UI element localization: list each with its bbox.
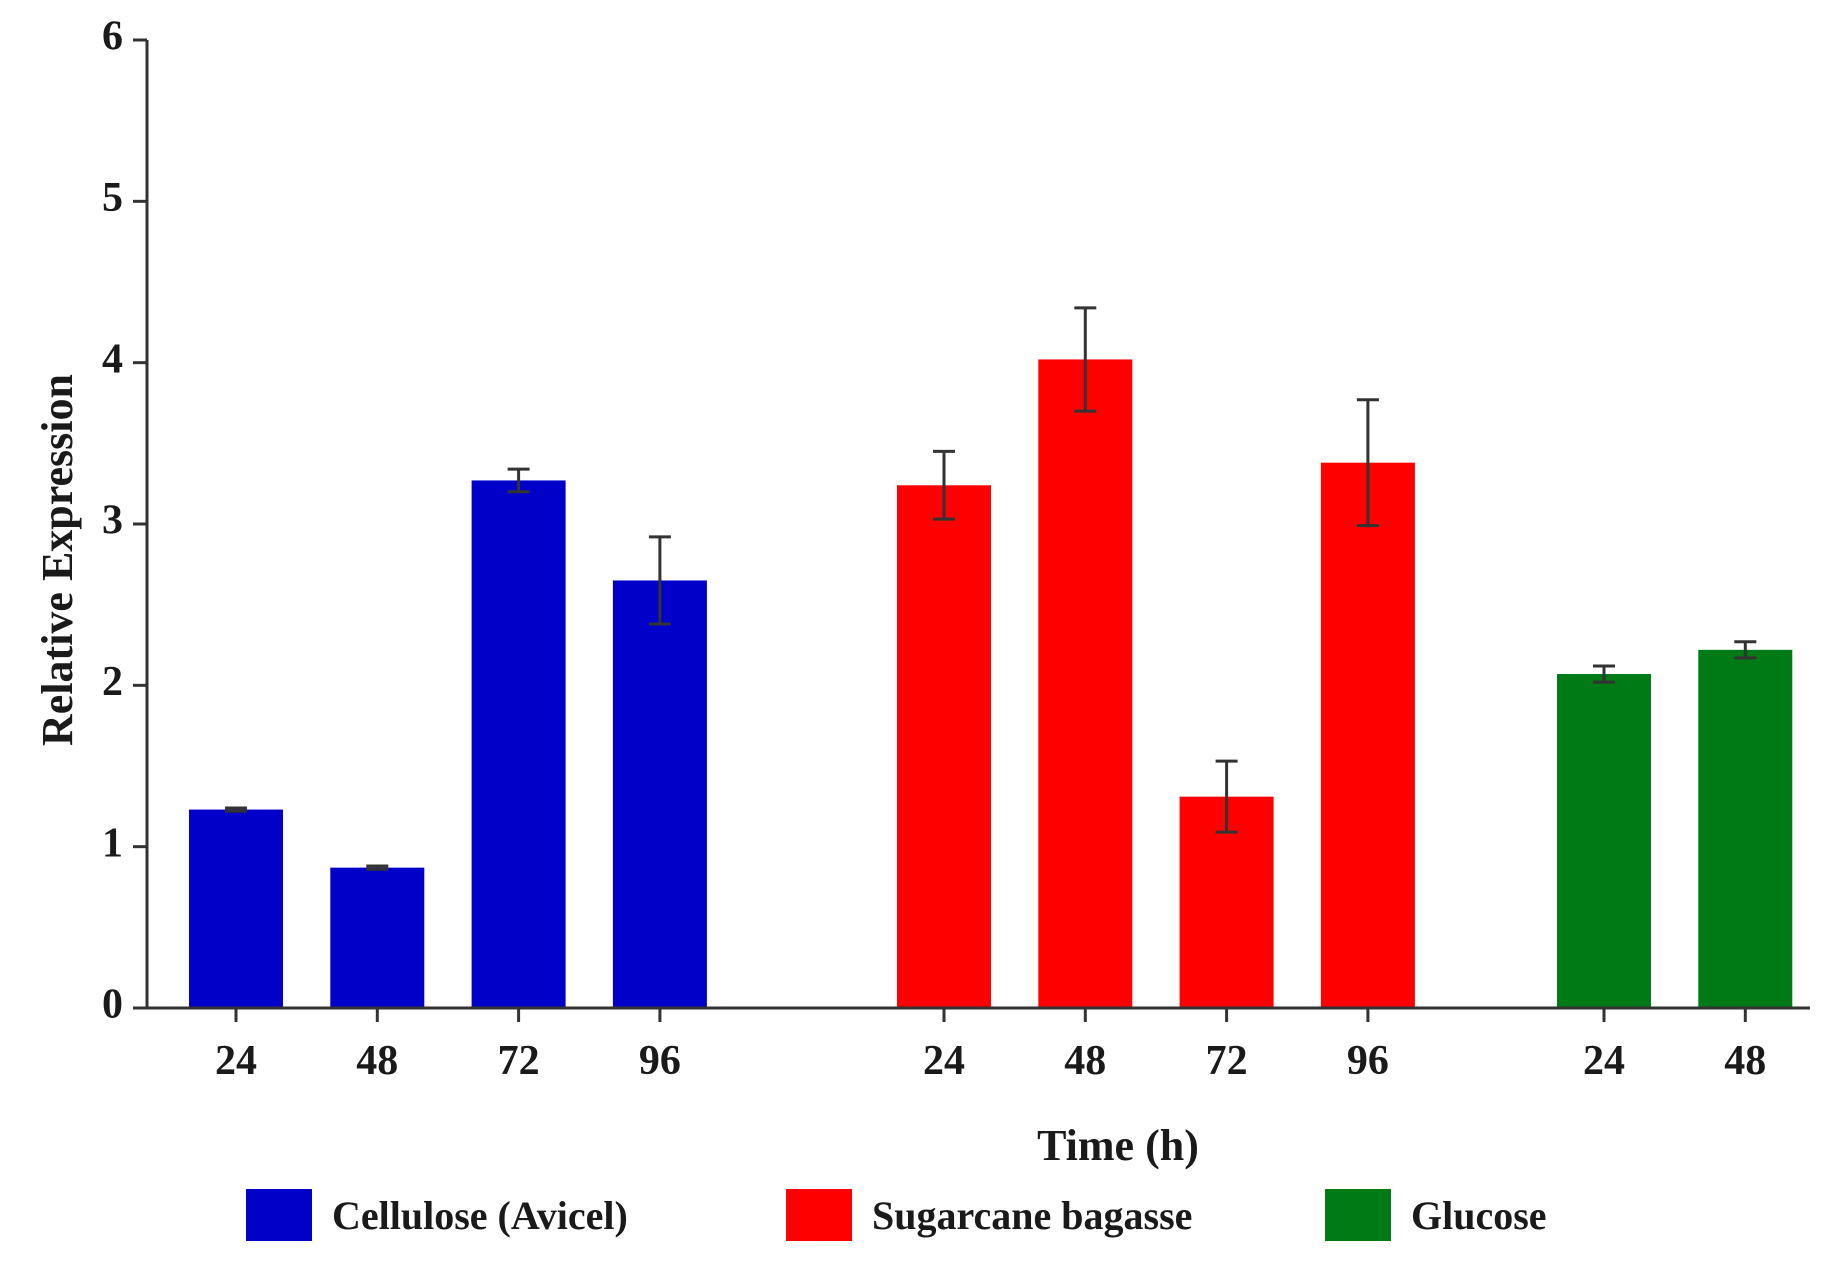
- x-tick-label: 24: [215, 1038, 257, 1084]
- bar: [1320, 462, 1415, 1008]
- bar: [1698, 649, 1793, 1008]
- x-tick-label: 72: [498, 1038, 540, 1084]
- bar: [330, 867, 425, 1008]
- y-tick-label: 0: [102, 982, 123, 1028]
- y-tick-label: 1: [102, 820, 123, 866]
- bar: [471, 480, 566, 1008]
- y-axis-title: Relative Expression: [33, 374, 82, 746]
- bar: [1038, 359, 1133, 1008]
- y-axis-ticks: 0 1 2 3 4 5 6: [102, 14, 147, 1028]
- bars: [189, 359, 1793, 1008]
- x-tick-label: 24: [1583, 1038, 1625, 1084]
- y-tick-label: 5: [102, 175, 123, 221]
- x-tick-label: 48: [356, 1038, 398, 1084]
- legend-label: Glucose: [1411, 1193, 1547, 1238]
- legend-swatch: [786, 1189, 852, 1241]
- x-tick-label: 96: [639, 1038, 681, 1084]
- y-tick-label: 6: [102, 14, 123, 60]
- x-axis-ticks: 24 48 72 96 24 48 72 96 24 48: [215, 1008, 1766, 1084]
- legend-label: Sugarcane bagasse: [872, 1193, 1192, 1238]
- y-tick-label: 3: [102, 498, 123, 544]
- x-tick-label: 72: [1206, 1038, 1248, 1084]
- legend: Cellulose (Avicel) Sugarcane bagasse Gluco…: [246, 1189, 1547, 1241]
- error-bars: [225, 306, 1757, 871]
- legend-label: Cellulose (Avicel): [332, 1193, 628, 1238]
- x-tick-label: 24: [923, 1038, 965, 1084]
- bar: [1557, 674, 1651, 1008]
- x-tick-label: 48: [1064, 1038, 1106, 1084]
- bar: [189, 809, 283, 1008]
- y-tick-label: 2: [102, 659, 123, 705]
- x-tick-label: 48: [1724, 1038, 1766, 1084]
- bar: [897, 485, 991, 1008]
- legend-swatch: [246, 1189, 312, 1241]
- y-tick-label: 4: [102, 336, 123, 382]
- x-tick-label: 96: [1347, 1038, 1389, 1084]
- bar: [612, 580, 707, 1008]
- legend-swatch: [1325, 1189, 1391, 1241]
- x-axis-title: Time (h): [1037, 1121, 1199, 1170]
